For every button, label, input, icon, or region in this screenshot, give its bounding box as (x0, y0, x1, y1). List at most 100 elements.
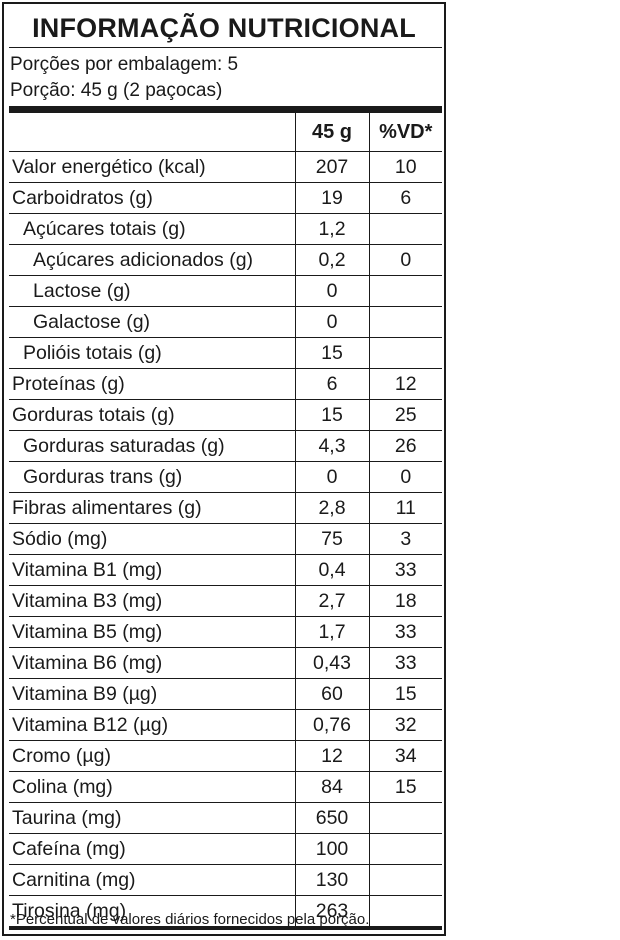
table-row: Vitamina B9 (µg) 60 15 (9, 678, 442, 710)
nutrient-name: Galactose (g) (9, 306, 296, 338)
nutrient-name: Fibras alimentares (g) (9, 492, 296, 524)
nutrient-vd (369, 337, 442, 369)
nutrient-vd (369, 895, 442, 930)
nutrient-amount: 4,3 (295, 430, 370, 462)
header-nutrient (9, 113, 296, 152)
nutrient-amount: 2,7 (295, 585, 370, 617)
nutrient-name: Lactose (g) (9, 275, 296, 307)
nutrient-amount: 1,2 (295, 213, 370, 245)
nutrient-vd: 0 (369, 244, 442, 276)
nutrient-vd: 34 (369, 740, 442, 772)
nutrient-vd (369, 833, 442, 865)
nutrient-amount: 12 (295, 740, 370, 772)
footnote: *Percentual de valores diários fornecido… (10, 911, 370, 928)
nutrient-name: Colina (mg) (9, 771, 296, 803)
nutrient-vd: 32 (369, 709, 442, 741)
nutrient-vd: 18 (369, 585, 442, 617)
nutrient-name: Carnitina (mg) (9, 864, 296, 896)
nutrient-vd (369, 864, 442, 896)
nutrient-amount: 207 (295, 151, 370, 183)
nutrient-name: Gorduras totais (g) (9, 399, 296, 431)
table-row: Polióis totais (g) 15 (9, 337, 442, 369)
table-row: Açúcares totais (g) 1,2 (9, 213, 442, 245)
nutrition-rows: Valor energético (kcal) 207 10 Carboidratos… (9, 151, 442, 930)
nutrient-vd: 6 (369, 182, 442, 214)
table-row: Gorduras saturadas (g) 4,3 26 (9, 430, 442, 462)
table-row: Fibras alimentares (g) 2,8 11 (9, 492, 442, 524)
nutrient-name: Vitamina B1 (mg) (9, 554, 296, 586)
table-row: Proteínas (g) 6 12 (9, 368, 442, 400)
table-row: Vitamina B1 (mg) 0,4 33 (9, 554, 442, 586)
nutrient-amount: 0,4 (295, 554, 370, 586)
nutrient-amount: 15 (295, 399, 370, 431)
table-row: Vitamina B12 (µg) 0,76 32 (9, 709, 442, 741)
nutrient-name: Vitamina B9 (µg) (9, 678, 296, 710)
nutrient-name: Valor energético (kcal) (9, 151, 296, 183)
table-row: Carboidratos (g) 19 6 (9, 182, 442, 214)
nutrient-amount: 130 (295, 864, 370, 896)
nutrient-amount: 60 (295, 678, 370, 710)
nutrient-vd: 33 (369, 647, 442, 679)
nutrient-amount: 0 (295, 275, 370, 307)
nutrient-amount: 0,76 (295, 709, 370, 741)
nutrient-amount: 2,8 (295, 492, 370, 524)
nutrient-name: Carboidratos (g) (9, 182, 296, 214)
nutrient-amount: 0 (295, 461, 370, 493)
nutrition-facts-panel: INFORMAÇÃO NUTRICIONAL Porções por embal… (2, 2, 446, 936)
table-row: Gorduras totais (g) 15 25 (9, 399, 442, 431)
nutrient-amount: 6 (295, 368, 370, 400)
table-row: Vitamina B3 (mg) 2,7 18 (9, 585, 442, 617)
nutrient-name: Polióis totais (g) (9, 337, 296, 369)
thick-divider (9, 106, 442, 113)
table-row: Taurina (mg) 650 (9, 802, 442, 834)
nutrient-vd (369, 213, 442, 245)
nutrient-name: Vitamina B12 (µg) (9, 709, 296, 741)
nutrient-name: Gorduras trans (g) (9, 461, 296, 493)
nutrition-title: INFORMAÇÃO NUTRICIONAL (32, 13, 416, 43)
nutrient-amount: 100 (295, 833, 370, 865)
table-row: Cafeína (mg) 100 (9, 833, 442, 865)
table-row: Galactose (g) 0 (9, 306, 442, 338)
table-row: Vitamina B5 (mg) 1,7 33 (9, 616, 442, 648)
header-amount: 45 g (295, 113, 370, 152)
nutrient-amount: 75 (295, 523, 370, 555)
table-row: Lactose (g) 0 (9, 275, 442, 307)
nutrient-vd: 33 (369, 616, 442, 648)
nutrition-table: 45 g %VD* Valor energético (kcal) 207 10 Ca… (9, 113, 442, 930)
nutrient-amount: 650 (295, 802, 370, 834)
nutrient-amount: 19 (295, 182, 370, 214)
nutrient-name: Taurina (mg) (9, 802, 296, 834)
nutrient-name: Cafeína (mg) (9, 833, 296, 865)
nutrient-vd: 11 (369, 492, 442, 524)
nutrient-vd: 10 (369, 151, 442, 183)
servings-per-package: Porções por embalagem: 5 (10, 54, 239, 75)
nutrient-amount: 0,43 (295, 647, 370, 679)
nutrient-vd: 0 (369, 461, 442, 493)
nutrient-vd: 15 (369, 771, 442, 803)
nutrient-name: Açúcares adicionados (g) (9, 244, 296, 276)
nutrient-vd: 26 (369, 430, 442, 462)
table-row: Gorduras trans (g) 0 0 (9, 461, 442, 493)
nutrient-vd (369, 275, 442, 307)
nutrient-vd: 25 (369, 399, 442, 431)
nutrient-name: Vitamina B3 (mg) (9, 585, 296, 617)
nutrient-name: Vitamina B6 (mg) (9, 647, 296, 679)
nutrient-vd (369, 802, 442, 834)
nutrient-name: Cromo (µg) (9, 740, 296, 772)
table-row: Carnitina (mg) 130 (9, 864, 442, 896)
nutrient-amount: 0,2 (295, 244, 370, 276)
nutrient-name: Proteínas (g) (9, 368, 296, 400)
table-row: Vitamina B6 (mg) 0,43 33 (9, 647, 442, 679)
nutrient-name: Açúcares totais (g) (9, 213, 296, 245)
nutrient-vd: 33 (369, 554, 442, 586)
table-row: Valor energético (kcal) 207 10 (9, 151, 442, 183)
nutrient-vd (369, 306, 442, 338)
title-divider (9, 47, 442, 48)
header-vd: %VD* (369, 113, 442, 152)
nutrient-name: Tirosina (mg) (9, 895, 296, 930)
table-row: Sódio (mg) 75 3 (9, 523, 442, 555)
nutrient-name: Vitamina B5 (mg) (9, 616, 296, 648)
nutrient-amount: 1,7 (295, 616, 370, 648)
nutrient-amount: 263 (295, 895, 370, 930)
nutrient-vd: 12 (369, 368, 442, 400)
